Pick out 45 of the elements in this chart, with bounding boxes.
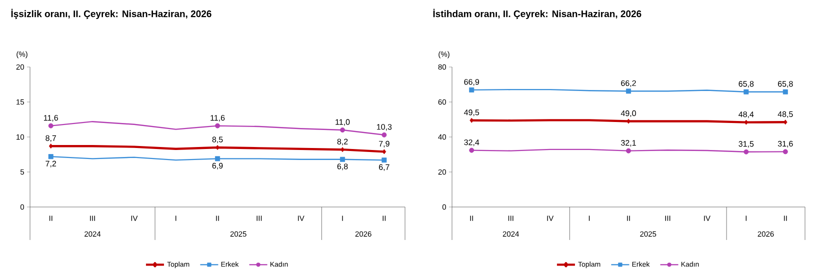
point [626, 148, 632, 154]
data-label: 49,5 [464, 110, 480, 116]
point [469, 88, 474, 93]
point [215, 156, 220, 162]
data-label: 32,4 [464, 140, 480, 146]
data-label: 66,2 [621, 80, 636, 88]
data-label: 11,0 [336, 119, 350, 126]
data-label: 6,7 [379, 164, 390, 172]
point [382, 158, 387, 163]
data-label: 6,9 [212, 163, 223, 170]
point [626, 88, 632, 94]
point [340, 147, 344, 152]
data-label: 11,6 [44, 115, 58, 122]
data-label: 8,2 [337, 138, 348, 146]
data-label: 31,5 [738, 141, 754, 148]
data-label: 32,1 [621, 140, 636, 147]
point [48, 123, 54, 128]
point [340, 157, 346, 162]
point [48, 154, 54, 160]
data-label: 48,5 [778, 111, 793, 118]
data-label: 65,8 [738, 81, 754, 88]
data-label: 31,6 [778, 141, 793, 148]
data-label: 8,7 [46, 135, 56, 142]
point [469, 148, 474, 153]
point [744, 89, 749, 94]
point [340, 128, 346, 133]
data-label: 48,4 [738, 112, 754, 118]
data-label: 7,9 [379, 140, 390, 148]
data-label: 11,6 [210, 115, 225, 122]
point [744, 149, 749, 154]
point [382, 132, 387, 138]
data-label: 8,5 [212, 136, 223, 144]
data-label: 49,0 [620, 110, 636, 118]
data-label: 6,8 [337, 164, 348, 170]
data-label: 65,8 [778, 81, 793, 88]
point [216, 145, 220, 150]
chart-title: İşsizlik oranı, II. Çeyrek: Nisan-Haziran, 2026 [11, 9, 212, 20]
point [215, 123, 220, 128]
point [782, 149, 788, 154]
data-label: 7,2 [46, 160, 56, 168]
point [782, 89, 788, 94]
point [626, 118, 630, 124]
data-label: 66,9 [464, 79, 480, 86]
data-label: 10,3 [377, 124, 392, 131]
chart-title: İstihdam oranı, II. Çeyrek: Nisan-Haziran, 2026 [433, 9, 642, 20]
